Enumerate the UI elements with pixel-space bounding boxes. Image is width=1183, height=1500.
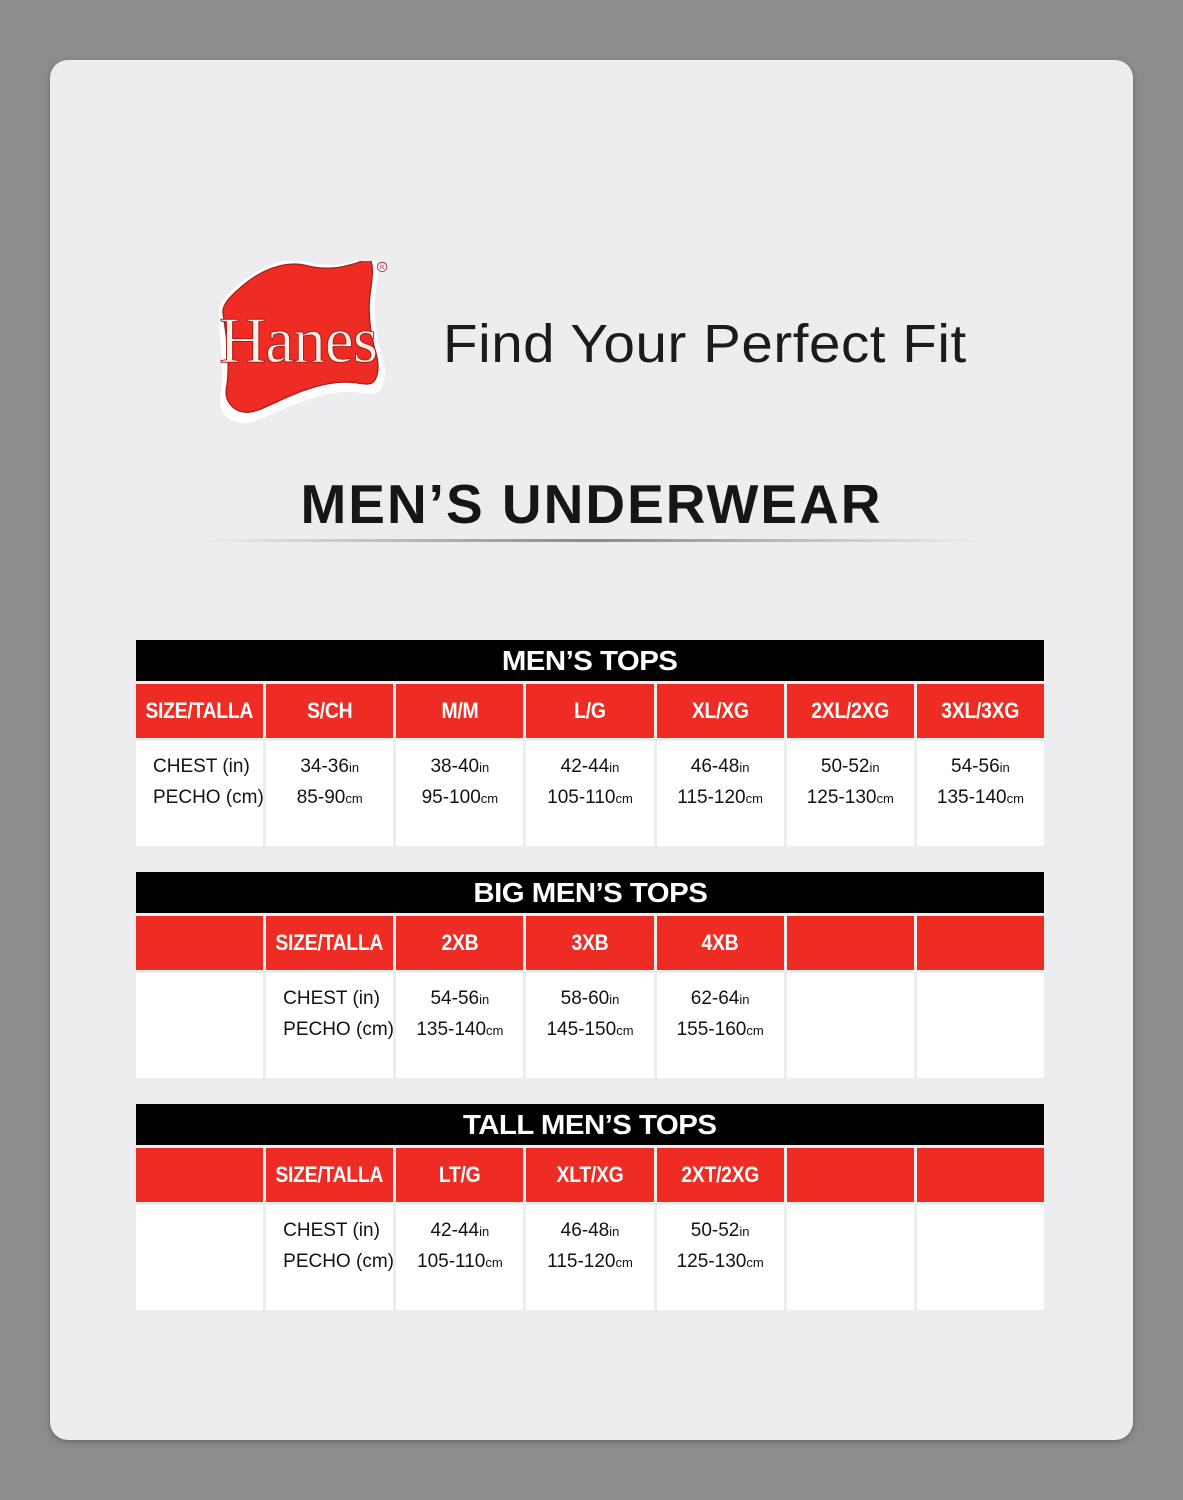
svg-text:Hanes: Hanes — [219, 305, 377, 377]
svg-text:R: R — [380, 265, 384, 271]
